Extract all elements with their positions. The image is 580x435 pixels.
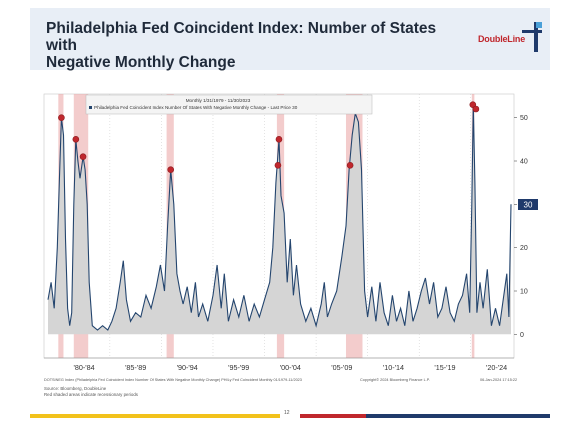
last-value-box [518,199,538,210]
footer-source: Source: Bloomberg, DoubleLine [44,386,107,391]
footer-copyright: Copyright© 2024 Bloomberg Finance L.P. [360,378,430,382]
series-area [48,104,511,335]
y-tick-label: 10 [520,289,528,296]
legend-swatch [89,106,92,109]
legend-box [85,94,373,115]
y-tick-label: 40 [520,159,528,166]
highlight-point [79,153,87,160]
x-tick-label: '20-'24 [486,363,507,372]
page-number: 12 [284,410,290,416]
footer-bar-navy [366,414,550,418]
x-tick-label: '00-'04 [280,363,301,372]
y-tick-label: 20 [520,245,528,252]
logo-mark-horizontal [522,30,542,33]
logo-text: DoubleLine [478,34,525,44]
highlight-point [275,136,283,143]
slide-title: Philadelphia Fed Coincident Index: Numbe… [46,20,466,71]
x-tick-label: '90-'94 [177,363,198,372]
highlight-point [472,105,480,113]
doubleline-logo: DoubleLine [478,22,542,58]
highlight-point [346,162,354,169]
y-tick-label: 0 [520,332,524,339]
last-value-badge: 30 [518,199,538,210]
x-tick-label: '15-'19 [434,363,455,372]
highlight-point [167,166,175,173]
footer-bar-red [300,414,366,418]
footer-date: 06-Jan-2024 17:15:22 [480,378,518,382]
title-band [30,8,550,70]
x-tick-label: '10-'14 [383,363,404,372]
highlight-points [58,101,480,173]
y-axis-ticks: 01020304050 [514,115,528,339]
highlight-point [72,136,80,143]
chart-legend: Monthly 1/31/1979 - 11/30/2023 Philadelp… [85,94,373,115]
last-value-text: 30 [524,201,533,210]
x-tick-label: '05-'09 [331,363,352,372]
highlight-point [274,162,282,169]
logo-mark-vertical [534,22,538,52]
logo-mark-square [536,22,542,28]
footer-chart-note: DOTSINEG Index (Philadelphia Fed Coincid… [44,378,302,382]
x-axis-ticks: '80-'84 '85-'89 '90-'94 '95-'99 '00-'04 '05-'… [74,363,508,372]
x-tick-label: '85-'89 [125,363,146,372]
y-tick-label: 50 [520,115,528,122]
chart-title: Monthly 1/31/1979 - 11/30/2023 [186,98,251,103]
slide-title-line1: Philadelphia Fed Coincident Index: Numbe… [46,20,437,54]
x-tick-label: '80-'84 [74,363,95,372]
legend-label: Philadelphia Fed Coincident Index Number… [94,105,298,110]
x-tick-label: '95-'99 [228,363,249,372]
footer-bar-yellow [30,414,280,418]
footer-shading-note: Red shaded areas indicate recessionary p… [44,392,138,397]
highlight-point [58,114,65,121]
slide-title-line2: Negative Monthly Change [46,54,236,71]
